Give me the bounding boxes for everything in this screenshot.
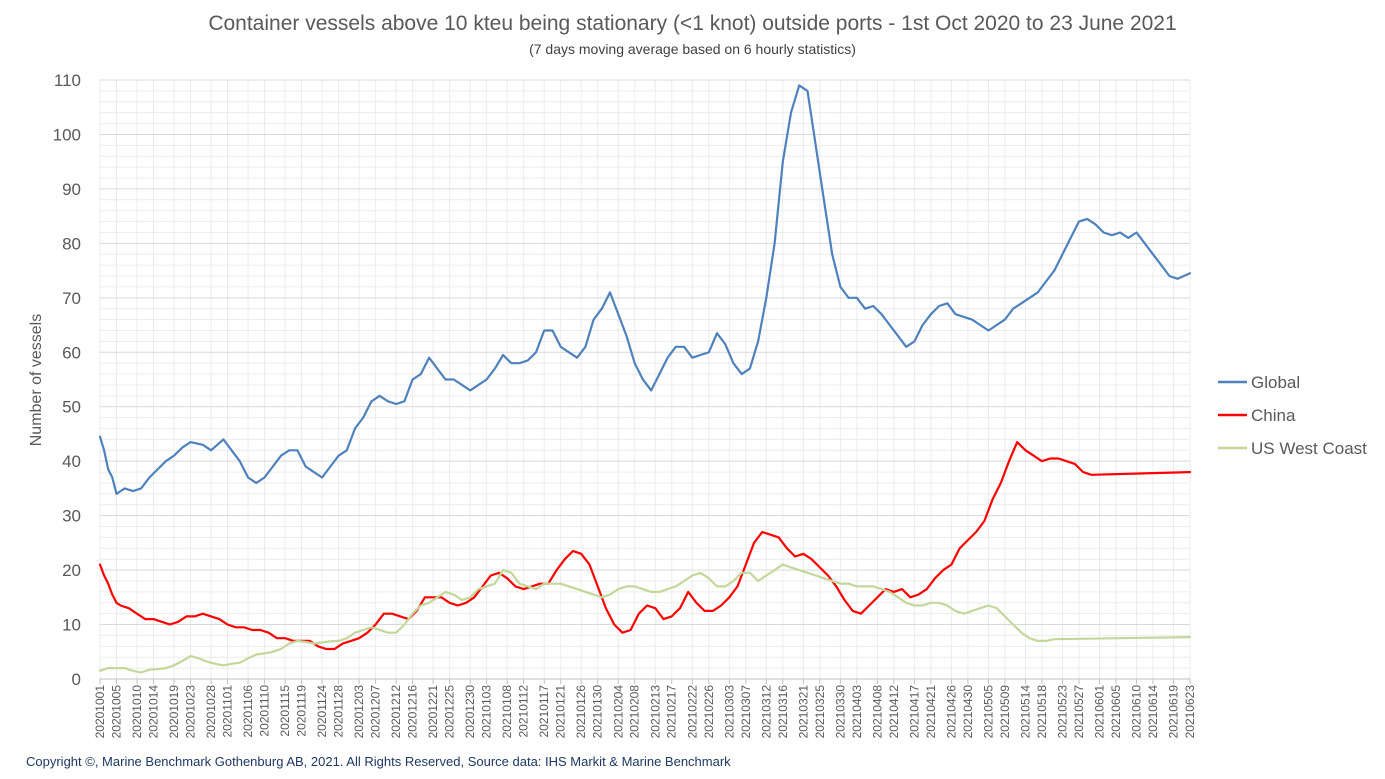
copyright-text: Copyright ©, Marine Benchmark Gothenburg… (26, 754, 731, 769)
x-tick-label: 20210623 (1183, 685, 1197, 739)
x-tick-label: 20201010 (130, 685, 144, 739)
legend-label: US West Coast (1251, 439, 1367, 458)
x-tick-label: 20210421 (924, 685, 938, 739)
x-tick-label: 20210610 (1130, 685, 1144, 739)
x-tick-label: 20201207 (369, 685, 383, 739)
x-tick-label: 20210303 (722, 685, 736, 739)
x-tick-label: 20210204 (611, 685, 625, 739)
x-tick-label: 20210601 (1093, 685, 1107, 739)
x-tick-label: 20210117 (537, 685, 551, 738)
y-tick-label: 100 (53, 125, 81, 144)
legend-label: China (1251, 406, 1296, 425)
y-tick-label: 40 (62, 452, 81, 471)
x-tick-label: 20210130 (591, 685, 605, 739)
x-tick-label: 20210527 (1072, 685, 1086, 739)
y-axis-label: Number of vessels (28, 314, 45, 447)
series-line-global (98, 84, 1192, 495)
chart-subtitle: (7 days moving average based on 6 hourly… (529, 41, 856, 57)
x-tick-label: 20210403 (850, 685, 864, 739)
series-lines (98, 84, 1192, 674)
x-tick-label: 20210426 (944, 685, 958, 739)
x-tick-label: 20210505 (981, 685, 995, 739)
x-tick-label: 20210112 (517, 685, 531, 738)
x-tick-label: 20201101 (221, 685, 235, 738)
y-tick-label: 50 (62, 398, 81, 417)
legend-label: Global (1251, 373, 1300, 392)
x-tick-label: 20210430 (961, 685, 975, 739)
x-tick-label: 20210514 (1018, 685, 1032, 739)
x-tick-label: 20210121 (554, 685, 568, 739)
y-tick-label: 20 (62, 561, 81, 580)
x-tick-label: 20210217 (665, 685, 679, 739)
x-tick-label: 20210213 (648, 685, 662, 739)
x-tick-label: 20210412 (887, 685, 901, 739)
y-tick-label: 30 (62, 507, 81, 526)
x-tick-label: 20201110 (258, 685, 272, 737)
x-tick-label: 20210523 (1055, 685, 1069, 739)
x-tick-label: 20210316 (776, 685, 790, 739)
y-tick-label: 10 (62, 616, 81, 635)
x-tick-label: 20201119 (295, 685, 309, 737)
x-tick-label: 20201023 (183, 685, 197, 739)
x-tick-label: 20201225 (443, 685, 457, 739)
x-tick-label: 20210312 (759, 685, 773, 739)
x-tick-label: 20201001 (93, 685, 107, 739)
x-tick-label: 20201124 (315, 685, 329, 738)
x-tick-label: 20201230 (463, 685, 477, 739)
x-tick-label: 20210518 (1035, 685, 1049, 739)
x-tick-label: 20210307 (739, 685, 753, 739)
x-tick-label: 20210619 (1167, 685, 1181, 739)
x-tick-label: 20210408 (870, 685, 884, 739)
x-tick-label: 20210208 (628, 685, 642, 739)
axes: 0 10 20 30 40 50 60 70 80 90 100 110 20201001 2020100… (53, 71, 1197, 738)
x-tick-label: 20210321 (796, 685, 810, 739)
x-tick-label: 20201028 (204, 685, 218, 739)
x-tick-label: 20210605 (1109, 685, 1123, 739)
x-tick-label: 20201019 (167, 685, 181, 739)
legend: Global China US West Coast (1218, 373, 1367, 458)
x-tick-label: 20201014 (146, 685, 160, 739)
x-tick-label: 20210108 (500, 685, 514, 739)
series-line-us-west-coast (98, 563, 1192, 674)
x-tick-label: 20201005 (109, 685, 123, 739)
chart-title: Container vessels above 10 kteu being st… (208, 12, 1177, 35)
x-tick-label: 20210325 (813, 685, 827, 739)
y-tick-label: 0 (72, 670, 81, 689)
x-tick-label: 20210126 (574, 685, 588, 739)
y-tick-label: 110 (54, 71, 81, 90)
x-tick-label: 20210417 (907, 685, 921, 739)
y-tick-label: 70 (62, 289, 81, 308)
x-tick-label: 20201216 (406, 685, 420, 739)
x-tick-label: 20210226 (702, 685, 716, 739)
x-tick-label: 20201203 (352, 685, 366, 739)
x-tick-label: 20210222 (685, 685, 699, 739)
gridlines (99, 79, 1191, 680)
x-tick-label: 20201128 (332, 685, 346, 738)
x-tick-label: 20201221 (426, 685, 440, 739)
x-tick-label: 20201212 (389, 685, 403, 739)
y-tick-label: 90 (62, 180, 81, 199)
x-tick-label: 20201106 (241, 685, 255, 738)
x-tick-label: 20210103 (480, 685, 494, 739)
series-line-china (98, 441, 1192, 651)
y-tick-label: 60 (62, 343, 81, 362)
x-tick-label: 20210509 (998, 685, 1012, 739)
x-tick-label: 20201115 (278, 685, 292, 737)
y-tick-label: 80 (62, 234, 81, 253)
x-tick-label: 20210330 (833, 685, 847, 739)
x-tick-label: 20210614 (1146, 685, 1160, 739)
